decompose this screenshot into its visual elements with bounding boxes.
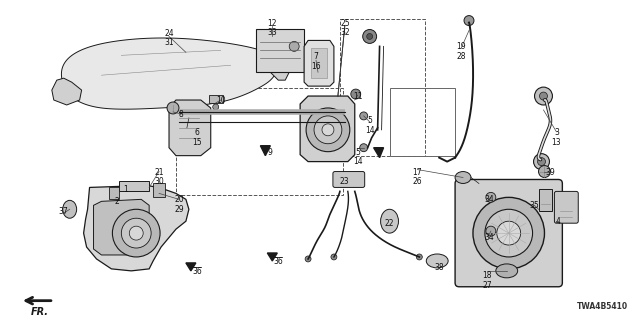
Circle shape (540, 92, 547, 100)
Circle shape (486, 226, 496, 236)
Circle shape (351, 89, 361, 99)
Text: 5
14: 5 14 (353, 148, 362, 166)
Text: 2: 2 (115, 197, 120, 206)
Circle shape (534, 87, 552, 105)
Text: 11: 11 (353, 92, 362, 101)
Text: 39: 39 (545, 168, 556, 177)
Ellipse shape (426, 254, 448, 268)
Text: 34: 34 (484, 233, 493, 242)
Circle shape (360, 144, 367, 152)
Polygon shape (374, 148, 383, 158)
Bar (119, 181, 149, 191)
Text: 8: 8 (179, 110, 183, 119)
Text: 9: 9 (268, 148, 273, 157)
Bar (538, 189, 552, 211)
Polygon shape (186, 263, 196, 271)
Polygon shape (61, 38, 280, 109)
Ellipse shape (496, 264, 518, 278)
Bar (311, 48, 327, 78)
Circle shape (314, 116, 342, 144)
FancyBboxPatch shape (554, 191, 579, 223)
Text: 20
29: 20 29 (174, 196, 184, 214)
Text: 36: 36 (192, 267, 202, 276)
Circle shape (306, 108, 350, 152)
Text: 38: 38 (435, 263, 444, 272)
Circle shape (305, 256, 311, 262)
FancyBboxPatch shape (333, 172, 365, 188)
Polygon shape (300, 96, 355, 162)
Polygon shape (169, 100, 211, 156)
Circle shape (122, 218, 151, 248)
Polygon shape (268, 253, 277, 261)
Polygon shape (84, 186, 189, 271)
Polygon shape (52, 78, 82, 105)
Text: 21
30: 21 30 (154, 168, 164, 186)
Text: TWA4B5410: TWA4B5410 (577, 301, 628, 311)
Circle shape (129, 226, 143, 240)
Circle shape (473, 197, 545, 269)
Text: 12
33: 12 33 (268, 19, 277, 37)
Circle shape (360, 112, 367, 120)
Text: 7
16: 7 16 (311, 52, 321, 71)
Text: 22: 22 (385, 219, 394, 228)
Polygon shape (260, 146, 270, 156)
Circle shape (113, 209, 160, 257)
Bar (176, 88, 343, 196)
Ellipse shape (63, 200, 77, 218)
Text: 37: 37 (59, 207, 68, 216)
Text: 6
15: 6 15 (192, 128, 202, 147)
Circle shape (363, 29, 376, 44)
Text: 24
31: 24 31 (164, 28, 174, 47)
Ellipse shape (455, 172, 471, 183)
Circle shape (322, 124, 334, 136)
Text: 1: 1 (123, 186, 128, 195)
Text: 18
27: 18 27 (482, 271, 492, 290)
Text: 19
28: 19 28 (456, 43, 466, 61)
Circle shape (497, 221, 521, 245)
Text: 3
13: 3 13 (552, 128, 561, 147)
Bar (109, 188, 119, 199)
Polygon shape (93, 199, 149, 255)
Ellipse shape (175, 108, 202, 127)
Text: 17
26: 17 26 (413, 168, 422, 186)
Circle shape (485, 209, 532, 257)
Polygon shape (268, 50, 290, 80)
Bar (390, 88, 455, 156)
Text: FR.: FR. (31, 307, 49, 316)
Circle shape (167, 102, 179, 114)
Circle shape (534, 154, 550, 170)
Circle shape (367, 34, 372, 39)
Circle shape (486, 192, 496, 202)
Text: 25
32: 25 32 (340, 19, 349, 37)
Bar (209, 95, 223, 103)
Circle shape (464, 16, 474, 26)
Text: 5
14: 5 14 (365, 116, 374, 135)
Text: 36: 36 (273, 257, 283, 266)
Circle shape (212, 104, 219, 110)
Polygon shape (304, 40, 334, 86)
Text: 34: 34 (484, 196, 493, 204)
Text: 35: 35 (530, 201, 540, 210)
Circle shape (538, 165, 550, 178)
Circle shape (417, 254, 422, 260)
Ellipse shape (381, 209, 399, 233)
Bar (340, 19, 426, 156)
Circle shape (331, 254, 337, 260)
Circle shape (538, 158, 545, 165)
Text: 23: 23 (339, 178, 349, 187)
Bar (153, 183, 165, 197)
FancyBboxPatch shape (257, 28, 304, 72)
Text: 10: 10 (216, 96, 225, 105)
FancyBboxPatch shape (455, 180, 563, 287)
Circle shape (289, 41, 299, 51)
Text: 4: 4 (556, 217, 561, 226)
